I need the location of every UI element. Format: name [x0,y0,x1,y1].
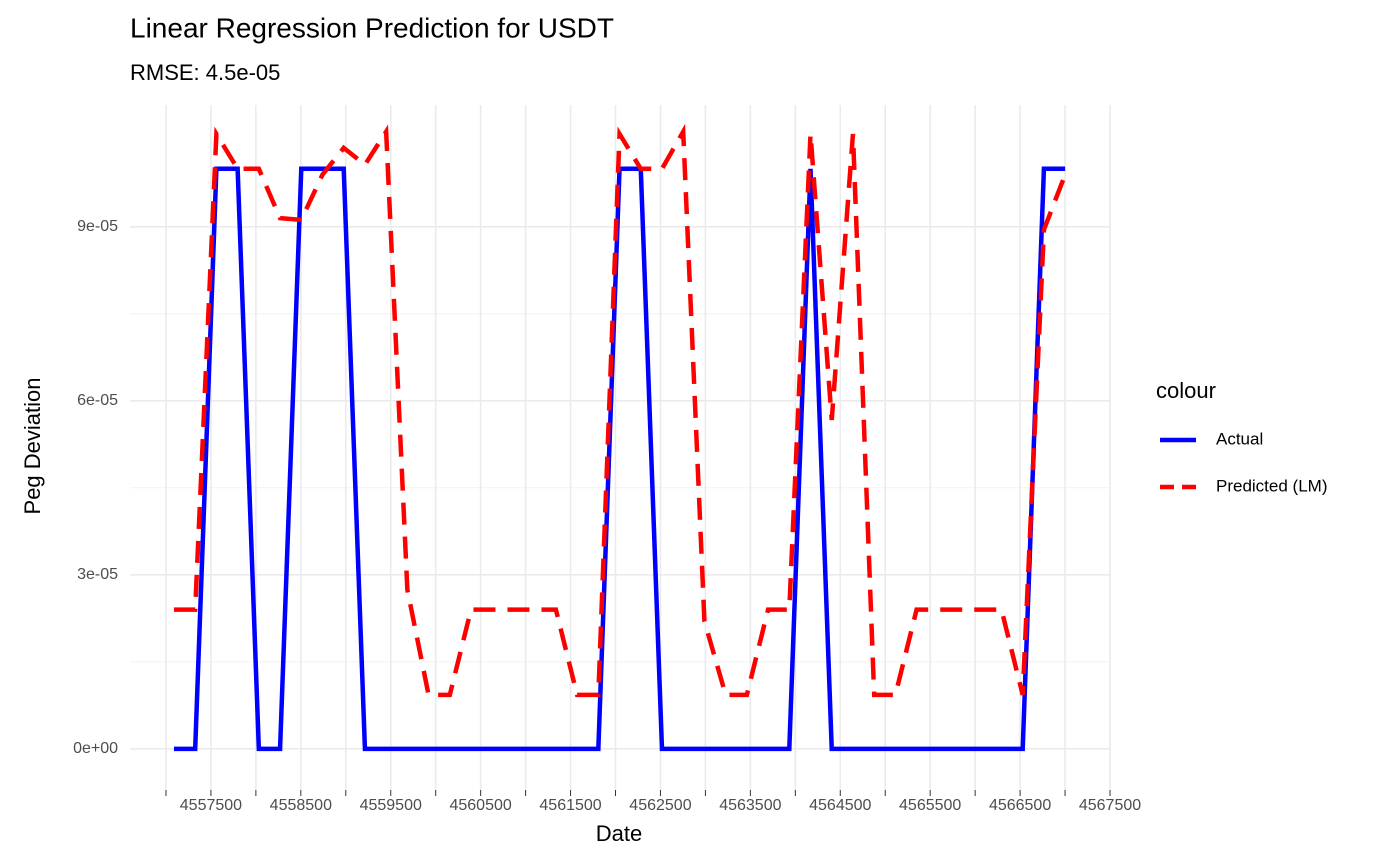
x-tick-label: 4560500 [449,797,511,814]
chart-title: Linear Regression Prediction for USDT [130,12,614,43]
x-tick-label: 4565500 [899,797,961,814]
plot-area [173,123,1068,752]
x-tick-label: 4561500 [539,797,601,814]
x-tick-label: 4567500 [1079,797,1141,814]
legend: colour Actual Predicted (LM) [1156,378,1327,496]
y-tick-label: 6e-05 [77,392,118,409]
y-axis-label: Peg Deviation [20,378,45,515]
x-tick-label: 4562500 [629,797,691,814]
x-tick-label: 4566500 [989,797,1051,814]
x-tick-label: 4558500 [270,797,332,814]
x-tick-label: 4564500 [809,797,871,814]
x-tick-label: 4559500 [360,797,422,814]
x-tick-label: 4563500 [719,797,781,814]
legend-label: Predicted (LM) [1216,476,1327,495]
y-tick-label: 9e-05 [77,218,118,235]
x-tick-label: 4557500 [180,797,242,814]
x-axis-label: Date [596,821,642,846]
y-tick-label: 0e+00 [73,740,118,757]
chart-subtitle: RMSE: 4.5e-05 [130,60,280,85]
legend-title: colour [1156,378,1216,403]
y-tick-label: 3e-05 [77,566,118,583]
legend-label: Actual [1216,429,1263,448]
series-line [173,123,1068,698]
